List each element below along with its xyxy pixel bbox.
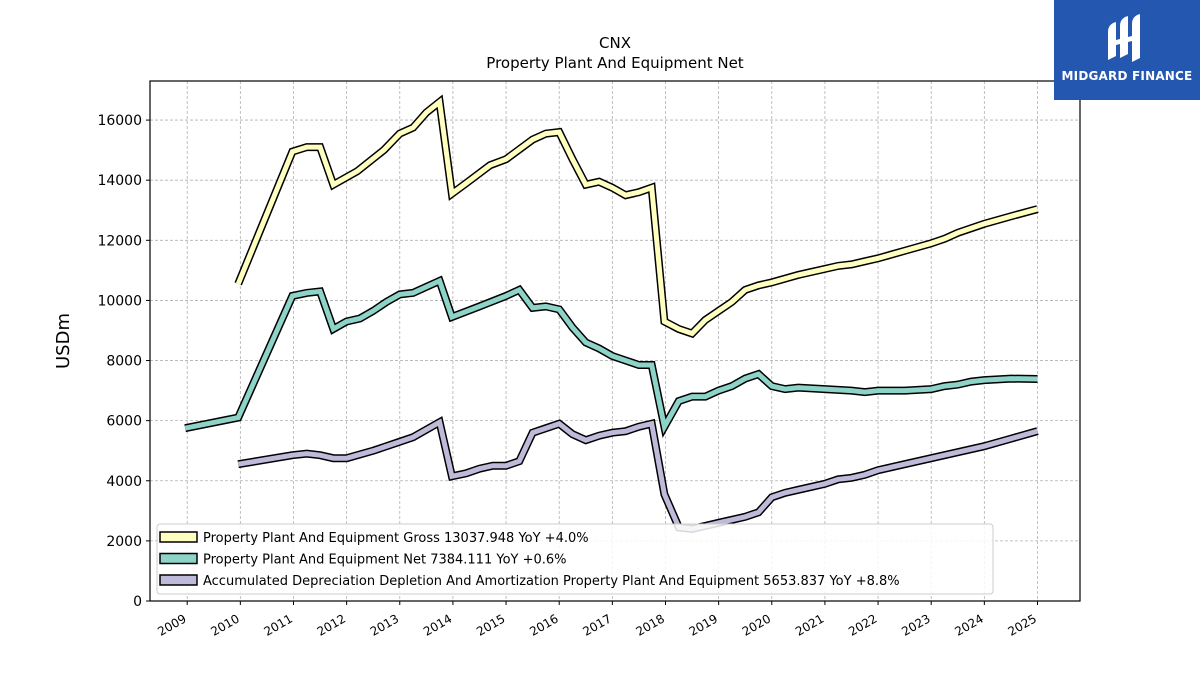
chart-subtitle: Property Plant And Equipment Net xyxy=(486,54,743,72)
y-tick-label: 8000 xyxy=(106,354,142,370)
series-layer xyxy=(184,94,1039,533)
y-tick-label: 6000 xyxy=(106,414,142,430)
y-axis-label: USDm xyxy=(53,313,74,369)
logo-text: MIDGARD FINANCE xyxy=(1061,69,1193,83)
y-tick-label: 0 xyxy=(133,594,142,610)
grid xyxy=(150,81,1080,602)
y-tick-label: 4000 xyxy=(106,474,142,490)
y-tick-label: 12000 xyxy=(97,233,142,249)
legend-swatch-1 xyxy=(159,552,198,565)
chart-title: CNX xyxy=(599,34,631,52)
legend-swatch-2 xyxy=(159,574,198,586)
y-tick-label: 16000 xyxy=(97,113,142,129)
series-0-line xyxy=(235,97,1039,337)
legend-box xyxy=(156,523,994,595)
legend-swatch-0 xyxy=(159,531,198,543)
legend: Property Plant And Equipment Gross 13037… xyxy=(156,523,994,595)
logo-mark-icon xyxy=(1108,14,1140,62)
plot-frame xyxy=(149,80,1081,602)
legend-entry-1: Property Plant And Equipment Net 7384.11… xyxy=(203,553,567,568)
legend-entry-2: Accumulated Depreciation Depletion And A… xyxy=(203,574,900,589)
series-1-line xyxy=(184,277,1038,434)
midgard-finance-logo: MIDGARD FINANCE xyxy=(1054,0,1200,100)
y-tick-label: 2000 xyxy=(106,534,142,550)
y-ticks: 0 2000 4000 6000 8000 10000 12000 14000 16000 xyxy=(97,113,150,610)
y-tick-label: 10000 xyxy=(97,293,142,309)
legend-entry-0: Property Plant And Equipment Gross 13037… xyxy=(203,531,589,546)
series-2-line xyxy=(237,418,1039,532)
y-tick-label: 14000 xyxy=(97,173,142,189)
